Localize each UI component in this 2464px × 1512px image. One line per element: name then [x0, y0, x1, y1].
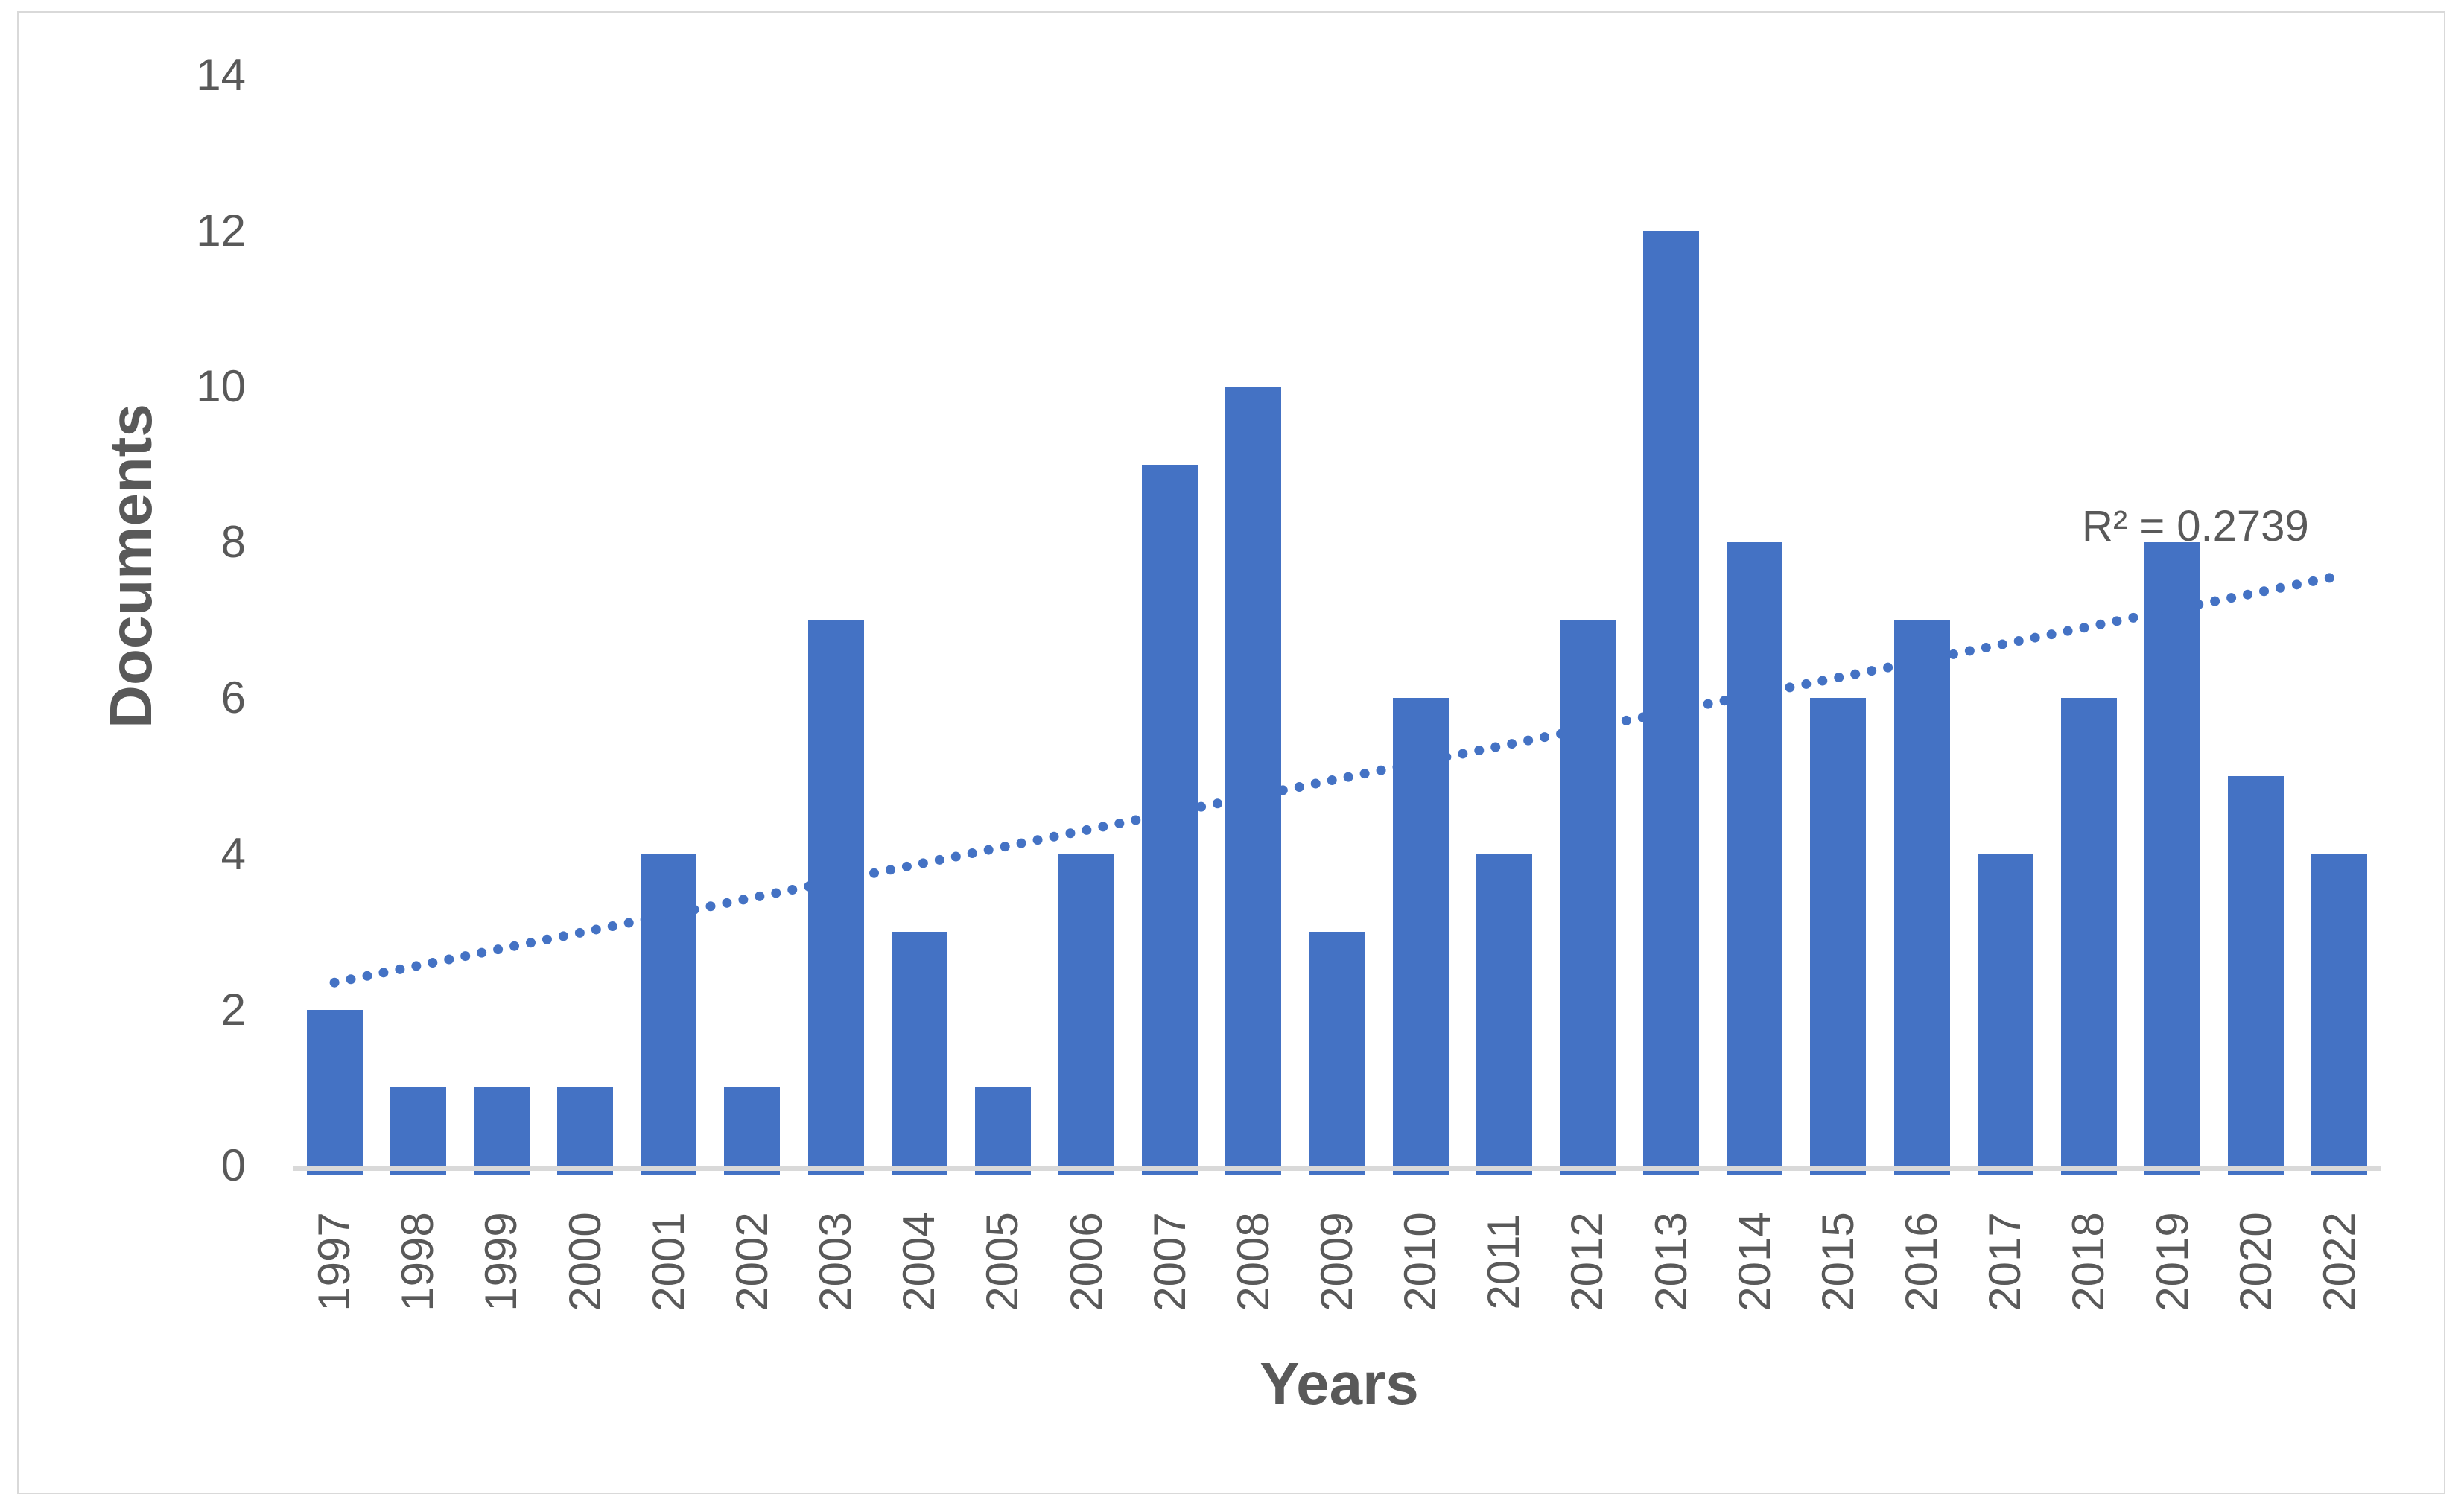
bar-2000: [557, 1087, 614, 1175]
x-tick-label-2001: 2001: [643, 1212, 693, 1312]
y-tick-label-4: 4: [220, 828, 246, 879]
x-tick-label-2004: 2004: [894, 1212, 944, 1312]
bar-1998: [390, 1087, 446, 1175]
x-tick-label-1997: 1997: [309, 1212, 360, 1312]
bar-2015: [1810, 698, 1867, 1175]
x-tick-label-2016: 2016: [1896, 1212, 1947, 1312]
y-tick-label-8: 8: [220, 517, 246, 568]
x-tick-label-2005: 2005: [977, 1212, 1028, 1312]
y-tick-label-10: 10: [196, 361, 246, 411]
x-tick-label-2009: 2009: [1312, 1212, 1362, 1312]
bar-2020: [2228, 776, 2284, 1175]
bar-2003: [807, 620, 864, 1175]
bar-2013: [1643, 230, 1700, 1175]
trendline-r-squared-label: R² = 0.2739: [2082, 502, 2309, 550]
y-axis-title: Documents: [98, 404, 164, 728]
bar-2012: [1559, 620, 1616, 1175]
bar-2002: [724, 1087, 781, 1175]
y-tick-label-6: 6: [220, 673, 246, 723]
bar-2011: [1476, 854, 1532, 1175]
x-tick-label-2012: 2012: [1562, 1212, 1613, 1312]
x-tick-label-2011: 2011: [1479, 1213, 1529, 1310]
x-tick-label-2013: 2013: [1645, 1212, 1696, 1312]
x-tick-label-1999: 1999: [476, 1212, 527, 1312]
bar-2004: [891, 932, 947, 1175]
y-tick-label-2: 2: [220, 984, 246, 1035]
x-tick-label-2022: 2022: [2314, 1212, 2364, 1312]
x-tick-label-2019: 2019: [2147, 1212, 2197, 1312]
bar-2009: [1309, 932, 1365, 1175]
x-tick-label-2003: 2003: [810, 1212, 861, 1312]
x-tick-label-2006: 2006: [1061, 1212, 1111, 1312]
x-tick-label-2017: 2017: [1980, 1212, 2030, 1312]
x-tick-label-2000: 2000: [559, 1212, 610, 1312]
bar-2005: [974, 1087, 1031, 1175]
x-tick-label-2007: 2007: [1144, 1212, 1195, 1312]
bar-2006: [1058, 854, 1115, 1175]
y-tick-label-0: 0: [220, 1140, 246, 1190]
bar-2010: [1392, 698, 1449, 1175]
bar-2014: [1727, 542, 1783, 1175]
x-tick-label-2020: 2020: [2230, 1212, 2281, 1312]
bar-2017: [1977, 854, 2033, 1175]
y-tick-label-14: 14: [196, 49, 246, 100]
x-tick-label-2002: 2002: [726, 1212, 777, 1312]
x-axis-line: [293, 1166, 2381, 1171]
bar-2008: [1225, 387, 1282, 1175]
bar-2019: [2144, 542, 2201, 1175]
bar-1997: [306, 1009, 363, 1175]
bar-2018: [2060, 698, 2117, 1175]
x-axis-title: Years: [1260, 1350, 1419, 1417]
x-tick-label-2008: 2008: [1228, 1212, 1278, 1312]
bar-2007: [1142, 464, 1198, 1175]
bar-2001: [641, 854, 697, 1175]
bar-2016: [1893, 620, 1950, 1175]
x-tick-label-2010: 2010: [1395, 1212, 1446, 1312]
bar-1999: [473, 1087, 530, 1175]
x-tick-label-1998: 1998: [393, 1212, 443, 1312]
bar-2022: [2311, 854, 2368, 1175]
x-tick-label-2015: 2015: [1812, 1212, 1863, 1312]
y-tick-label-12: 12: [196, 205, 246, 255]
x-tick-label-2018: 2018: [2063, 1212, 2114, 1312]
x-tick-label-2014: 2014: [1729, 1212, 1779, 1312]
